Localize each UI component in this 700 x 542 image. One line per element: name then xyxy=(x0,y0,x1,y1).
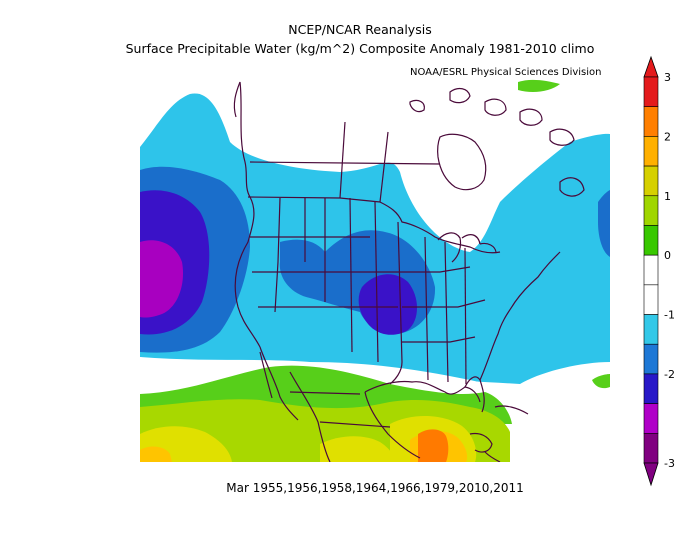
colorbar-tick-label: 2 xyxy=(664,130,671,143)
map-boundaries xyxy=(233,81,585,462)
region-yellow-mid xyxy=(320,436,395,462)
region-magenta-core xyxy=(140,240,184,318)
region-gold xyxy=(140,446,172,462)
colorbar-block xyxy=(643,433,659,464)
colorbar-block xyxy=(643,373,659,404)
colorbar-blocks xyxy=(643,55,659,487)
region-green-arctic xyxy=(518,79,560,92)
colorbar-block xyxy=(643,225,659,256)
colorbar-block xyxy=(643,195,659,226)
region-indigo-central xyxy=(358,274,417,335)
anomaly-map xyxy=(140,62,610,462)
colorbar-block xyxy=(643,284,659,315)
colorbar-min-arrow xyxy=(643,462,659,487)
credit-label: NOAA/ESRL Physical Sciences Division xyxy=(410,67,602,78)
colorbar-tick-label: -1 xyxy=(664,309,675,322)
colorbar-block xyxy=(643,136,659,167)
colorbar-block xyxy=(643,403,659,434)
colorbar-block xyxy=(643,314,659,345)
colorbar-block xyxy=(643,254,659,286)
colorbar-tick-label: -2 xyxy=(664,368,675,381)
region-light-blue-nw xyxy=(160,93,220,142)
chart-title: NCEP/NCAR Reanalysis xyxy=(288,22,432,37)
colorbar-max-arrow xyxy=(643,55,659,78)
colorbar-block xyxy=(643,165,659,197)
colorbar-tick-label: 3 xyxy=(664,71,671,84)
colorbar-tick-label: 0 xyxy=(664,249,671,262)
composite-years-label: Mar 1955,1956,1958,1964,1966,1979,2010,2… xyxy=(226,481,524,495)
colorbar-tick-label: -3 xyxy=(664,457,675,470)
colorbar-block xyxy=(643,343,659,375)
region-dark-blue-east xyxy=(598,190,610,257)
colorbar-labels: 3 2 1 0 -1 -2 -3 xyxy=(664,71,675,470)
colorbar-block xyxy=(643,106,659,137)
colorbar-tick-label: 1 xyxy=(664,190,671,203)
chart-subtitle: Surface Precipitable Water (kg/m^2) Comp… xyxy=(125,41,595,56)
colorbar: 3 2 1 0 -1 -2 -3 xyxy=(643,55,675,487)
region-green-east xyxy=(592,374,610,389)
region-orange-core xyxy=(418,429,449,462)
colorbar-block xyxy=(643,76,659,107)
